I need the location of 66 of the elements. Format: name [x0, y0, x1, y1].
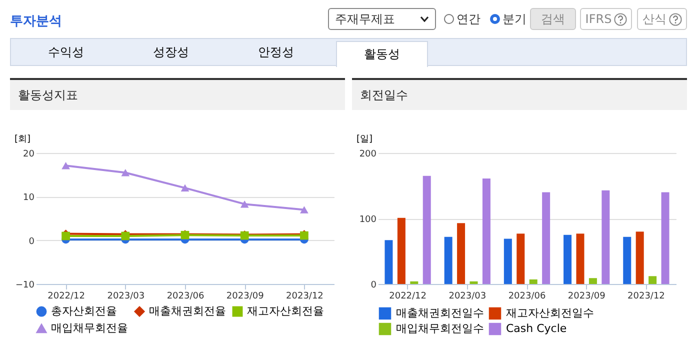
x-tick-label: 2023/12 [286, 292, 324, 302]
bar [482, 178, 490, 284]
bar [542, 192, 550, 284]
y-tick-label: 0 [370, 280, 377, 290]
bar [384, 240, 393, 284]
bar [588, 278, 597, 284]
bar [661, 192, 670, 284]
legend-label: 매입채무회전일수 [396, 322, 484, 335]
text: 주재무제표 [335, 10, 395, 28]
chart-title: 회전일수 [352, 80, 687, 110]
x-tick-label: 2023/03 [107, 292, 145, 302]
y-tick-label: −10 [16, 280, 35, 290]
x-tick-label: 2023/06 [166, 292, 204, 302]
x-tick-label: 2023/09 [568, 292, 606, 302]
text: 투자분석 [10, 13, 62, 30]
text: 연간 [456, 10, 480, 28]
y-tick-label: 200 [359, 150, 377, 160]
text: 안정성 [257, 44, 295, 61]
legend-label: 매입채무회전율 [51, 322, 128, 334]
text: 분기 [502, 10, 526, 28]
bar [636, 232, 644, 284]
x-tick-label: 2022/12 [389, 292, 426, 302]
bar [602, 190, 610, 284]
bar [470, 281, 478, 284]
legend-label: 매출채권회전일수 [396, 306, 484, 320]
x-tick-label: 2023/03 [448, 292, 486, 302]
legend-label: Cash Cycle [506, 322, 567, 335]
bar [504, 238, 512, 284]
bar [576, 234, 584, 284]
point [62, 232, 70, 240]
bar [516, 234, 525, 284]
x-tick-label: 2023/06 [508, 292, 546, 302]
bar [397, 218, 406, 284]
legend-label: 매출채권회전율 [149, 304, 226, 318]
bar [422, 176, 431, 284]
y-tick-label: 20 [23, 150, 35, 160]
legend-label: 재고자산회전일수 [506, 306, 594, 320]
x-tick-label: 2023/09 [226, 292, 264, 302]
text: 산식 [642, 10, 666, 28]
y-axis-title: [일] [356, 134, 373, 144]
text: 검색 [541, 10, 565, 28]
bar [457, 223, 466, 284]
legend-label: 총자산회전율 [51, 304, 117, 318]
point [62, 162, 70, 170]
bar [564, 234, 572, 284]
y-tick-label: 10 [23, 193, 35, 204]
bar [410, 281, 418, 284]
chart-title: 활동성지표 [10, 80, 345, 110]
bar [444, 236, 452, 284]
text: IFRS [585, 12, 612, 26]
point [300, 206, 308, 214]
point [240, 200, 249, 208]
y-tick-label: 100 [359, 215, 377, 225]
text: 활동성 [336, 41, 428, 67]
bar [648, 276, 657, 284]
y-tick-label: 0 [28, 236, 35, 247]
point [180, 184, 190, 192]
x-tick-label: 2023/12 [628, 292, 665, 302]
y-axis-title: [회] [14, 134, 31, 144]
point [121, 169, 130, 176]
bar [529, 279, 538, 284]
text: 수익성 [47, 44, 85, 61]
legend-label: 재고자산회전율 [247, 304, 324, 318]
text: 성장성 [152, 44, 190, 61]
bar [623, 236, 632, 284]
x-tick-label: 2022/12 [48, 292, 85, 302]
